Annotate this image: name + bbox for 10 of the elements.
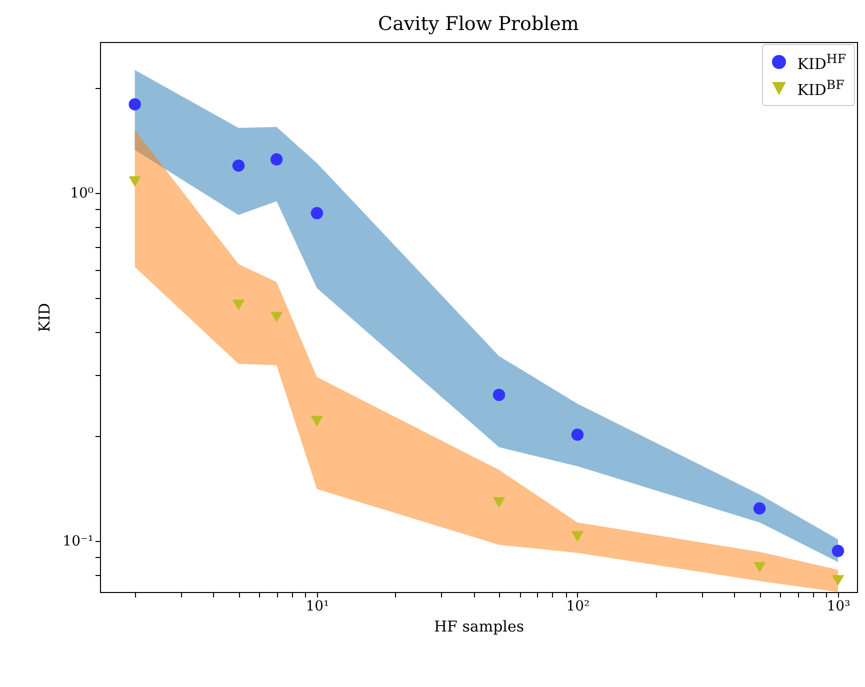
y-tick-label: 10⁻¹ bbox=[62, 533, 94, 550]
legend-label: KID$^{HF}$ bbox=[797, 51, 846, 73]
chart-title: Cavity Flow Problem bbox=[378, 13, 579, 35]
y-tick-label: 10⁰ bbox=[70, 186, 94, 202]
y-axis-title: KID bbox=[36, 302, 54, 332]
x-axis-title: HF samples bbox=[434, 618, 524, 636]
legend-label: KID$^{BF}$ bbox=[797, 77, 844, 99]
x-tick-label: 10² bbox=[566, 598, 590, 614]
x-tick-label: 10¹ bbox=[306, 598, 330, 614]
x-tick-label: 10³ bbox=[826, 598, 850, 614]
